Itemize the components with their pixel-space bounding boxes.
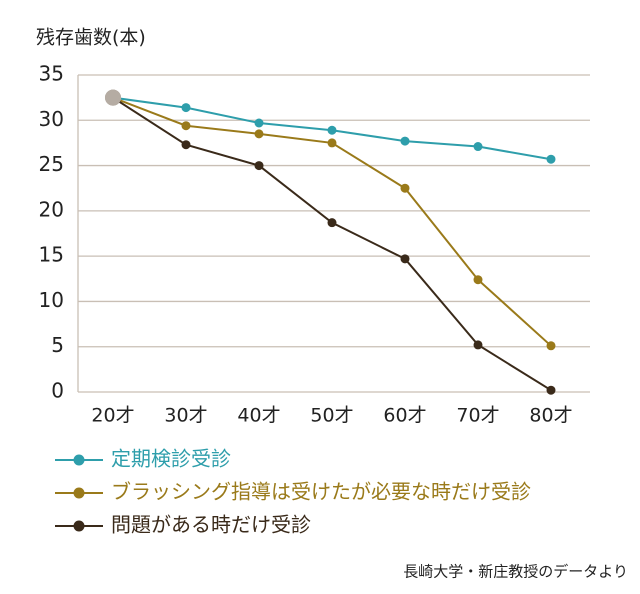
x-tick-label: 80才 bbox=[529, 405, 572, 427]
data-point bbox=[181, 140, 191, 150]
x-tick-label: 60才 bbox=[383, 405, 426, 427]
data-point bbox=[327, 218, 337, 228]
data-point bbox=[546, 385, 556, 395]
data-point bbox=[400, 254, 410, 264]
data-point bbox=[181, 121, 191, 131]
y-tick-label: 30 bbox=[39, 107, 64, 131]
legend-marker bbox=[73, 520, 85, 532]
legend-label: ブラッシング指導は受けたが必要な時だけ受診 bbox=[111, 480, 531, 504]
legend-label: 問題がある時だけ受診 bbox=[111, 513, 311, 537]
y-tick-label: 25 bbox=[39, 152, 64, 176]
data-point bbox=[254, 118, 264, 128]
data-point bbox=[254, 161, 264, 171]
y-tick-label: 5 bbox=[51, 333, 64, 357]
source-note: 長崎大学・新庄教授のデータより bbox=[403, 563, 628, 581]
y-tick-label: 15 bbox=[39, 243, 64, 267]
data-point bbox=[400, 136, 410, 146]
x-tick-label: 20才 bbox=[91, 405, 134, 427]
x-tick-label: 70才 bbox=[456, 405, 499, 427]
y-tick-label: 0 bbox=[51, 379, 64, 403]
data-point bbox=[327, 138, 337, 148]
data-point bbox=[473, 340, 483, 350]
x-tick-label: 40才 bbox=[237, 405, 280, 427]
legend-label: 定期検診受診 bbox=[111, 447, 231, 471]
data-point bbox=[473, 142, 483, 152]
x-tick-label: 30才 bbox=[164, 405, 207, 427]
y-tick-label: 35 bbox=[39, 62, 64, 86]
x-tick-label: 50才 bbox=[310, 405, 353, 427]
data-point bbox=[546, 341, 556, 351]
legend-marker bbox=[73, 454, 85, 466]
data-point bbox=[254, 129, 264, 139]
legend-marker bbox=[73, 487, 85, 499]
data-point bbox=[473, 275, 483, 285]
y-axis-label: 残存歯数(本) bbox=[36, 27, 146, 49]
data-point bbox=[546, 154, 556, 164]
y-tick-label: 20 bbox=[39, 197, 64, 221]
data-point bbox=[327, 125, 337, 135]
data-point bbox=[105, 89, 121, 106]
data-point bbox=[181, 103, 191, 113]
data-point bbox=[400, 183, 410, 193]
y-tick-label: 10 bbox=[39, 288, 64, 312]
